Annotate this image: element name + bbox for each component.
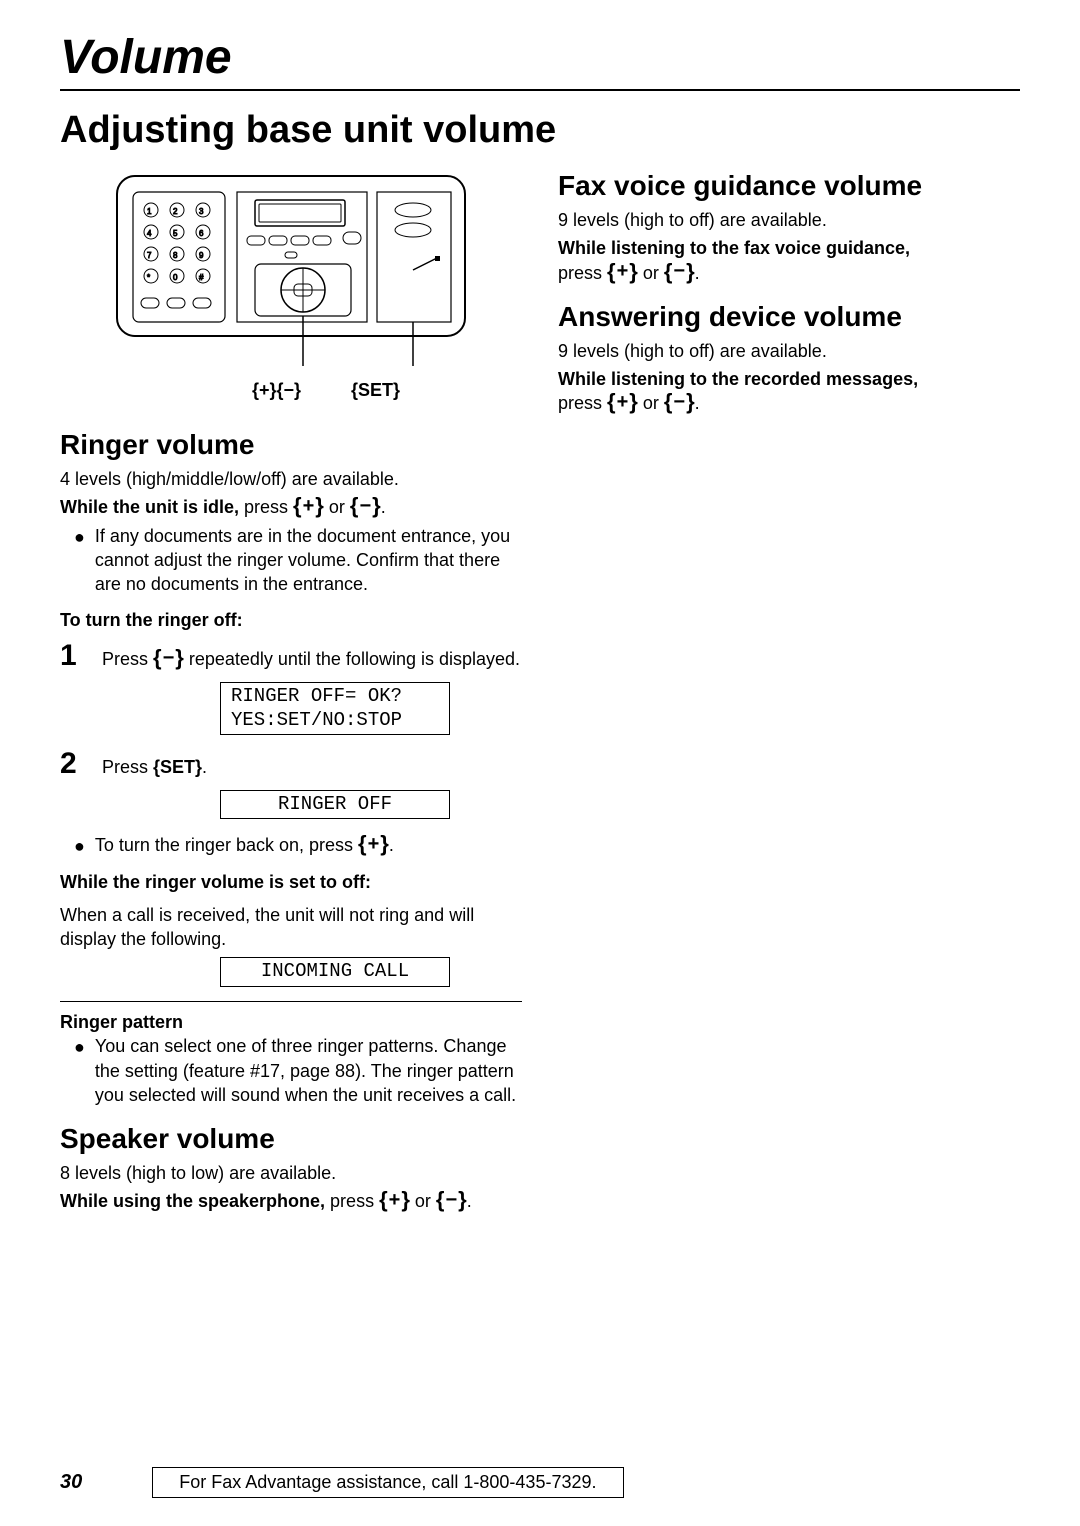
svg-text:#: # — [199, 273, 204, 282]
plus-key: {+} — [607, 393, 638, 411]
svg-text:*: * — [147, 273, 150, 282]
right-column: Fax voice guidance volume 9 levels (high… — [558, 170, 1020, 1218]
speaker-press: press — [325, 1191, 379, 1211]
set-label: {SET} — [351, 380, 400, 401]
minus-key: {−} — [153, 649, 184, 667]
svg-text:8: 8 — [173, 251, 178, 260]
step-1-text: Press {−} repeatedly until the following… — [102, 641, 522, 671]
bullet-icon: ● — [74, 837, 85, 857]
page-number: 30 — [60, 1471, 82, 1494]
step-1-a: Press — [102, 649, 153, 669]
step-1-b: repeatedly until the following is displa… — [184, 649, 520, 669]
ans-or: or — [638, 393, 664, 413]
display-1-line1: RINGER OFF= OK? — [231, 685, 402, 707]
ringer-idle-period: . — [381, 497, 386, 517]
fax-or: or — [638, 263, 664, 283]
ringer-setoff-label: While the ringer volume is set to off: — [60, 872, 522, 893]
ans-press-line: press {+} or {−}. — [558, 391, 1020, 415]
chapter-rule — [60, 89, 1020, 91]
chapter-title: Volume — [60, 30, 1020, 85]
speaker-line: While using the speakerphone, press {+} … — [60, 1189, 522, 1213]
turn-ringer-off-label: To turn the ringer off: — [60, 610, 522, 631]
plus-minus-label: {+}{−} — [252, 380, 301, 401]
bullet-icon: ● — [74, 1038, 85, 1058]
speaker-bold: While using the speakerphone, — [60, 1191, 325, 1211]
step-2: 2 Press {SET}. — [60, 749, 522, 779]
fax-press: press — [558, 263, 607, 283]
ringer-backon-bullet: ● To turn the ringer back on, press {+}. — [74, 833, 522, 857]
plus-key: {+} — [607, 263, 638, 281]
ringer-divider — [60, 1001, 522, 1002]
set-key: {SET} — [153, 757, 202, 777]
ringer-volume-title: Ringer volume — [60, 429, 522, 461]
speaker-or: or — [410, 1191, 436, 1211]
bullet-icon: ● — [74, 528, 85, 548]
ringer-setoff-text: When a call is received, the unit will n… — [60, 903, 522, 952]
ringer-idle-bold: While the unit is idle, — [60, 497, 239, 517]
ringer-idle-press: press — [239, 497, 293, 517]
speaker-volume-title: Speaker volume — [60, 1123, 522, 1155]
fax-period: . — [695, 263, 700, 283]
minus-key: {−} — [664, 393, 695, 411]
ringer-pattern-label: Ringer pattern — [60, 1010, 522, 1034]
svg-text:4: 4 — [147, 229, 152, 238]
speaker-levels: 8 levels (high to low) are available. — [60, 1161, 522, 1185]
minus-key: {−} — [664, 263, 695, 281]
svg-text:3: 3 — [199, 207, 204, 216]
display-1: RINGER OFF= OK? YES:SET/NO:STOP — [220, 682, 450, 736]
svg-text:2: 2 — [173, 207, 178, 216]
step-2-b: . — [202, 757, 207, 777]
display-3: INCOMING CALL — [220, 957, 450, 987]
ans-press: press — [558, 393, 607, 413]
step-2-a: Press — [102, 757, 153, 777]
svg-text:5: 5 — [173, 229, 178, 238]
illustration-labels: {+}{−} {SET} — [130, 380, 522, 401]
ringer-idle-or: or — [324, 497, 350, 517]
display-2: RINGER OFF — [220, 790, 450, 820]
ans-period: . — [695, 393, 700, 413]
step-1: 1 Press {−} repeatedly until the followi… — [60, 641, 522, 671]
svg-text:1: 1 — [147, 207, 152, 216]
base-unit-illustration: 1 2 3 4 5 6 7 8 9 * 0 # — [111, 170, 471, 370]
backon-a: To turn the ringer back on, press — [95, 835, 358, 855]
ringer-levels: 4 levels (high/middle/low/off) are avail… — [60, 467, 522, 491]
page-footer: 30 For Fax Advantage assistance, call 1-… — [60, 1467, 1020, 1498]
plus-key: {+} — [379, 1191, 410, 1209]
fax-bold: While listening to the fax voice guidanc… — [558, 236, 1020, 260]
two-column-layout: 1 2 3 4 5 6 7 8 9 * 0 # — [60, 170, 1020, 1218]
section-title: Adjusting base unit volume — [60, 109, 1020, 152]
fax-press-line: press {+} or {−}. — [558, 261, 1020, 285]
display-1-line2: YES:SET/NO:STOP — [231, 709, 402, 731]
svg-text:0: 0 — [173, 273, 178, 282]
answering-title: Answering device volume — [558, 301, 1020, 333]
fax-voice-title: Fax voice guidance volume — [558, 170, 1020, 202]
assistance-box: For Fax Advantage assistance, call 1-800… — [152, 1467, 623, 1498]
step-2-number: 2 — [60, 749, 84, 779]
speaker-period: . — [467, 1191, 472, 1211]
left-column: 1 2 3 4 5 6 7 8 9 * 0 # — [60, 170, 522, 1218]
ans-bold: While listening to the recorded messages… — [558, 367, 1020, 391]
ringer-pattern-text: You can select one of three ringer patte… — [95, 1034, 522, 1107]
svg-text:7: 7 — [147, 251, 152, 260]
plus-key: {+} — [293, 497, 324, 515]
ringer-bullet-1: ● If any documents are in the document e… — [74, 524, 522, 597]
backon-b: . — [389, 835, 394, 855]
fax-levels: 9 levels (high to off) are available. — [558, 208, 1020, 232]
plus-key: {+} — [358, 835, 389, 853]
ringer-bullet-1-text: If any documents are in the document ent… — [95, 524, 522, 597]
minus-key: {−} — [350, 497, 381, 515]
ringer-idle-line: While the unit is idle, press {+} or {−}… — [60, 495, 522, 519]
step-2-text: Press {SET}. — [102, 749, 522, 779]
ans-levels: 9 levels (high to off) are available. — [558, 339, 1020, 363]
svg-text:9: 9 — [199, 251, 204, 260]
step-1-number: 1 — [60, 641, 84, 671]
minus-key: {−} — [436, 1191, 467, 1209]
svg-text:6: 6 — [199, 229, 204, 238]
ringer-backon-text: To turn the ringer back on, press {+}. — [95, 833, 522, 857]
ringer-pattern-bullet: ● You can select one of three ringer pat… — [74, 1034, 522, 1107]
